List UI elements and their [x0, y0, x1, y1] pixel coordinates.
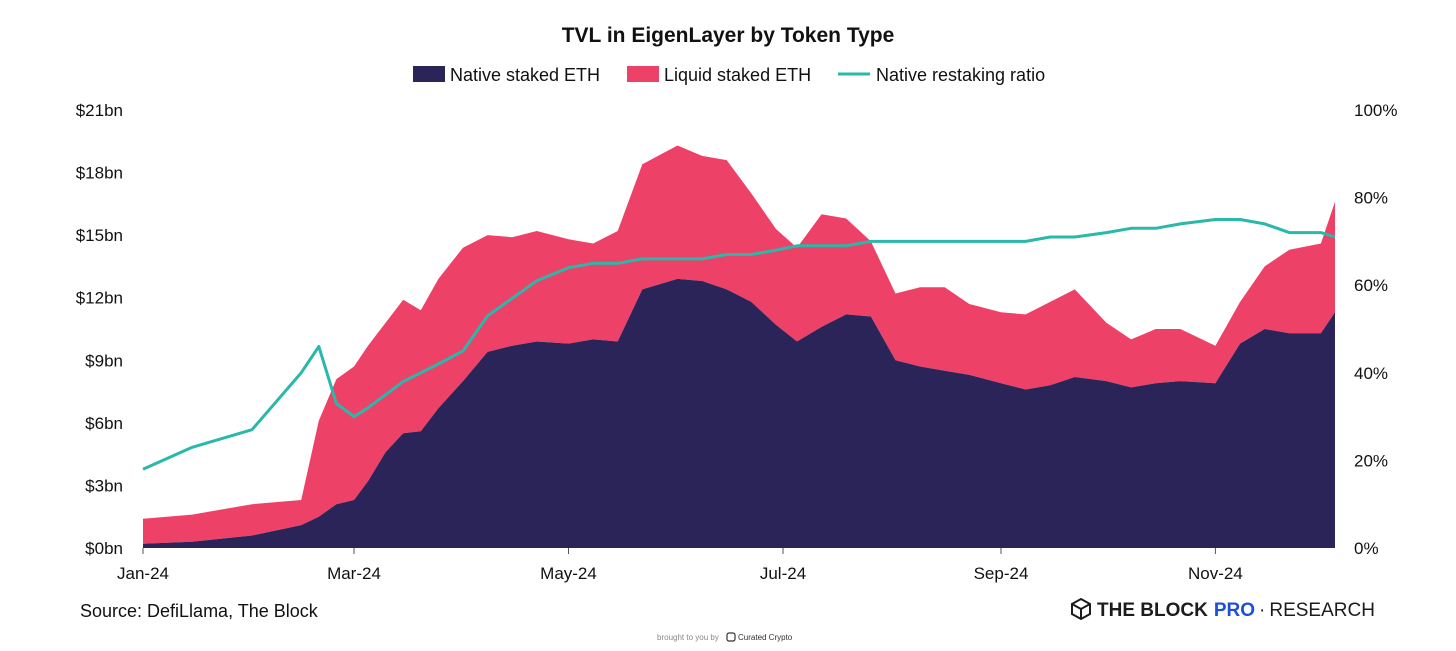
- y-left-tick-label: $15bn: [76, 226, 123, 245]
- y-right-tick-label: 40%: [1354, 364, 1388, 383]
- y-left-tick-label: $18bn: [76, 164, 123, 183]
- source-note: Source: DefiLlama, The Block: [80, 601, 319, 621]
- y-right-tick-label: 80%: [1354, 189, 1388, 208]
- legend-swatch-liquid: [627, 66, 659, 82]
- y-right-tick-label: 100%: [1354, 101, 1397, 120]
- legend-label-liquid: Liquid staked ETH: [664, 65, 811, 85]
- cube-logo-icon: [1071, 597, 1091, 621]
- credit-line: brought to you by Curated Crypto: [657, 632, 793, 642]
- y-right-tick-label: 0%: [1354, 539, 1379, 558]
- series-native-staked-eth-area: [143, 278, 1335, 548]
- curated-crypto-icon: [726, 632, 736, 642]
- y-right-tick-label: 60%: [1354, 276, 1388, 295]
- x-tick-label: Mar-24: [327, 564, 381, 583]
- y-left-tick-label: $12bn: [76, 289, 123, 308]
- y-left-tick-label: $0bn: [85, 539, 123, 558]
- brand-text: THE BLOCK PRO · RESEARCH: [1097, 600, 1375, 621]
- x-axis: Jan-24 Mar-24 May-24 Jul-24 Sep-24 Nov-24: [117, 548, 1243, 583]
- y-left-tick-label: $3bn: [85, 476, 123, 495]
- y-axis-left: $0bn $3bn $6bn $9bn $12bn $15bn $18bn $21bn: [76, 101, 123, 558]
- credit-prefix: brought to you by: [657, 633, 719, 642]
- x-tick-label: Jul-24: [760, 564, 806, 583]
- x-tick-label: May-24: [540, 564, 597, 583]
- y-axis-right: 0% 20% 40% 60% 80% 100%: [1354, 101, 1397, 558]
- legend-swatch-native: [413, 66, 445, 82]
- x-tick-label: Sep-24: [974, 564, 1029, 583]
- x-tick-label: Jan-24: [117, 564, 169, 583]
- chart-title: TVL in EigenLayer by Token Type: [562, 24, 895, 47]
- plot-area: [142, 145, 1336, 548]
- legend-label-ratio: Native restaking ratio: [876, 65, 1045, 85]
- credit-brand: Curated Crypto: [738, 633, 793, 642]
- y-left-tick-label: $21bn: [76, 101, 123, 120]
- x-tick-label: Nov-24: [1188, 564, 1243, 583]
- legend: Native staked ETH Liquid staked ETH Nati…: [413, 65, 1045, 85]
- brand-logo: THE BLOCK PRO · RESEARCH: [1071, 597, 1375, 621]
- y-left-tick-label: $9bn: [85, 351, 123, 370]
- legend-label-native: Native staked ETH: [450, 65, 600, 85]
- y-right-tick-label: 20%: [1354, 451, 1388, 470]
- series-native-restaking-ratio-line: [142, 218, 1336, 471]
- y-left-tick-label: $6bn: [85, 414, 123, 433]
- series-liquid-staked-eth-area: [143, 145, 1335, 544]
